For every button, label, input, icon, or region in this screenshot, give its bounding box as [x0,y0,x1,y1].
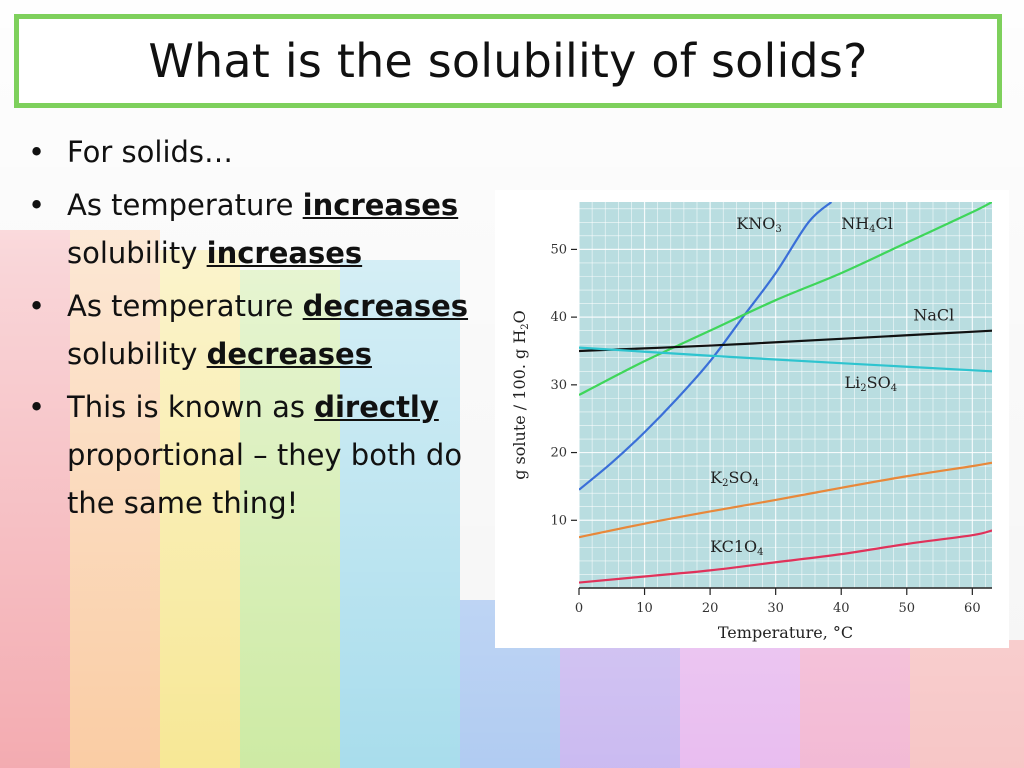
bullet-list: • For solids… • As temperature increases so… [24,128,494,532]
bullet-dot-icon: • [28,135,46,169]
x-tick-label: 30 [767,601,784,616]
series-line-kno3 [579,202,833,491]
series-line-k2so4 [579,461,992,539]
y-axis-label: g solute / 100. g H2O [510,310,531,480]
series-label-nacl: NaCl [913,306,954,325]
slide-title: What is the solubility of solids? [148,34,868,88]
series-label-nh4cl: NH4Cl [841,214,893,235]
bullet-text: solubility [67,337,207,371]
series-label-k2so4: K2SO4 [710,468,759,489]
y-tick-label: 30 [550,378,567,393]
bullet-dot-icon: • [28,390,46,424]
bullet-item: • This is known as directly proportional … [24,383,494,527]
bullet-dot-icon: • [28,188,46,222]
series-line-li2so4 [579,346,992,373]
title-box: What is the solubility of solids? [14,14,1002,108]
bullet-text: As temperature [67,289,303,323]
x-tick-label: 0 [575,601,583,616]
x-tick-label: 10 [636,601,653,616]
x-axis-label: Temperature, °C [718,623,853,642]
bullet-keyword: increases [302,188,459,222]
x-tick-label: 50 [899,601,916,616]
series-line-kclo4 [579,529,992,584]
series-label-li2so4: Li2SO4 [845,373,898,394]
x-tick-label: 60 [964,601,981,616]
bullet-text: proportional – they both do the same thi… [67,438,463,520]
bullet-text: As temperature [67,188,303,222]
series-line-nh4cl [579,202,992,396]
bullet-text: solubility [67,236,207,270]
series-label-kclo4: KC1O4 [710,537,763,558]
series-line-nacl [579,329,992,353]
y-tick-label: 20 [550,446,567,461]
x-tick-label: 40 [833,601,850,616]
bullet-keyword: directly [314,390,439,424]
bullet-dot-icon: • [28,289,46,323]
solubility-chart: 0 10 20 30 40 50 60 10 20 30 40 50 Temperature, °C g … [510,202,992,642]
bullet-item: • As temperature decreases solubility dec… [24,282,494,378]
bullet-item: • As temperature increases solubility inc… [24,181,494,277]
y-tick-label: 40 [550,310,567,325]
y-tick-label: 50 [550,242,567,257]
bullet-item: • For solids… [24,128,494,176]
x-tick-label: 20 [702,601,719,616]
bullet-text: For solids… [67,135,234,169]
bullet-text: This is known as [67,390,315,424]
solubility-chart-panel: 0 10 20 30 40 50 60 10 20 30 40 50 Temperature, °C g … [495,190,1009,648]
bullet-keyword: increases [206,236,363,270]
bullet-keyword: decreases [302,289,469,323]
bullet-keyword: decreases [206,337,372,371]
y-tick-label: 10 [550,513,567,528]
series-label-kno3: KNO3 [736,214,781,235]
